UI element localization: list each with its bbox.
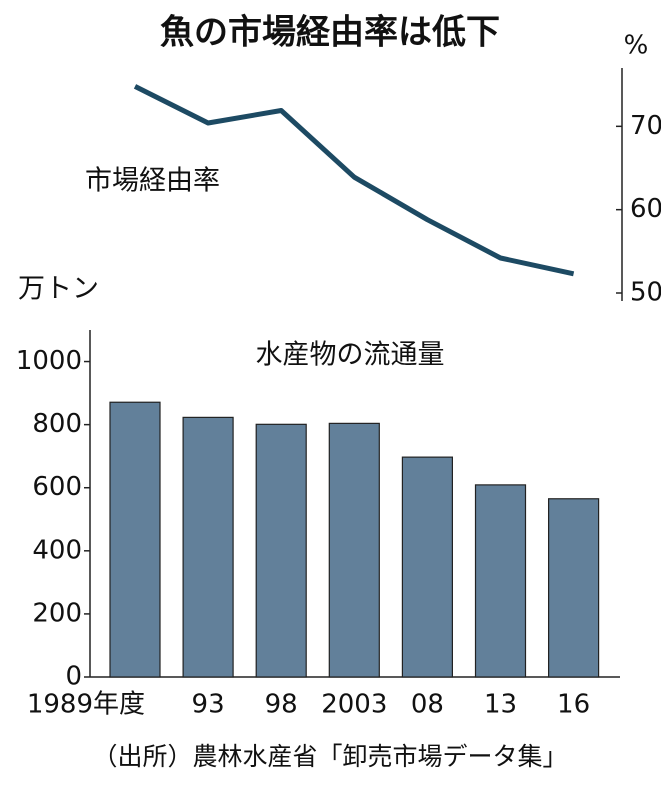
y-tick-label: 800 bbox=[32, 409, 82, 439]
y2-tick-label: 70 bbox=[630, 111, 661, 141]
y-tick-label: 0 bbox=[65, 662, 82, 692]
bar bbox=[182, 416, 234, 678]
x-tick-label: 98 bbox=[265, 690, 298, 720]
line-label: 市場経由率 bbox=[85, 166, 220, 197]
bar bbox=[547, 498, 600, 678]
x-tick-label: 13 bbox=[484, 690, 517, 720]
bar bbox=[109, 401, 161, 678]
y-unit: 万トン bbox=[18, 274, 99, 305]
x-tick-label: 1989年度 bbox=[27, 690, 145, 720]
line bbox=[133, 84, 575, 277]
y-tick-label: 1000 bbox=[16, 346, 82, 376]
bar bbox=[474, 484, 527, 678]
bar-label: 水産物の流通量 bbox=[256, 340, 445, 371]
bar bbox=[328, 422, 380, 678]
x-tick-label: 08 bbox=[411, 690, 444, 720]
y2-tick-label: 50 bbox=[630, 278, 661, 308]
y-tick-label: 600 bbox=[32, 472, 82, 502]
y-tick-label: 200 bbox=[32, 598, 82, 628]
y2-unit: % bbox=[624, 31, 649, 61]
y2-tick-label: 60 bbox=[630, 194, 661, 224]
chart-title: 魚の市場経由率は低下 bbox=[160, 13, 500, 53]
x-tick-label: 2003 bbox=[321, 690, 387, 720]
bar bbox=[401, 456, 453, 678]
x-tick-label: 16 bbox=[557, 690, 590, 720]
x-tick-label: 93 bbox=[192, 690, 225, 720]
source: （出所）農林水産省「卸売市場データ集」 bbox=[92, 742, 567, 771]
y-tick-label: 400 bbox=[32, 535, 82, 565]
bar bbox=[255, 423, 307, 678]
